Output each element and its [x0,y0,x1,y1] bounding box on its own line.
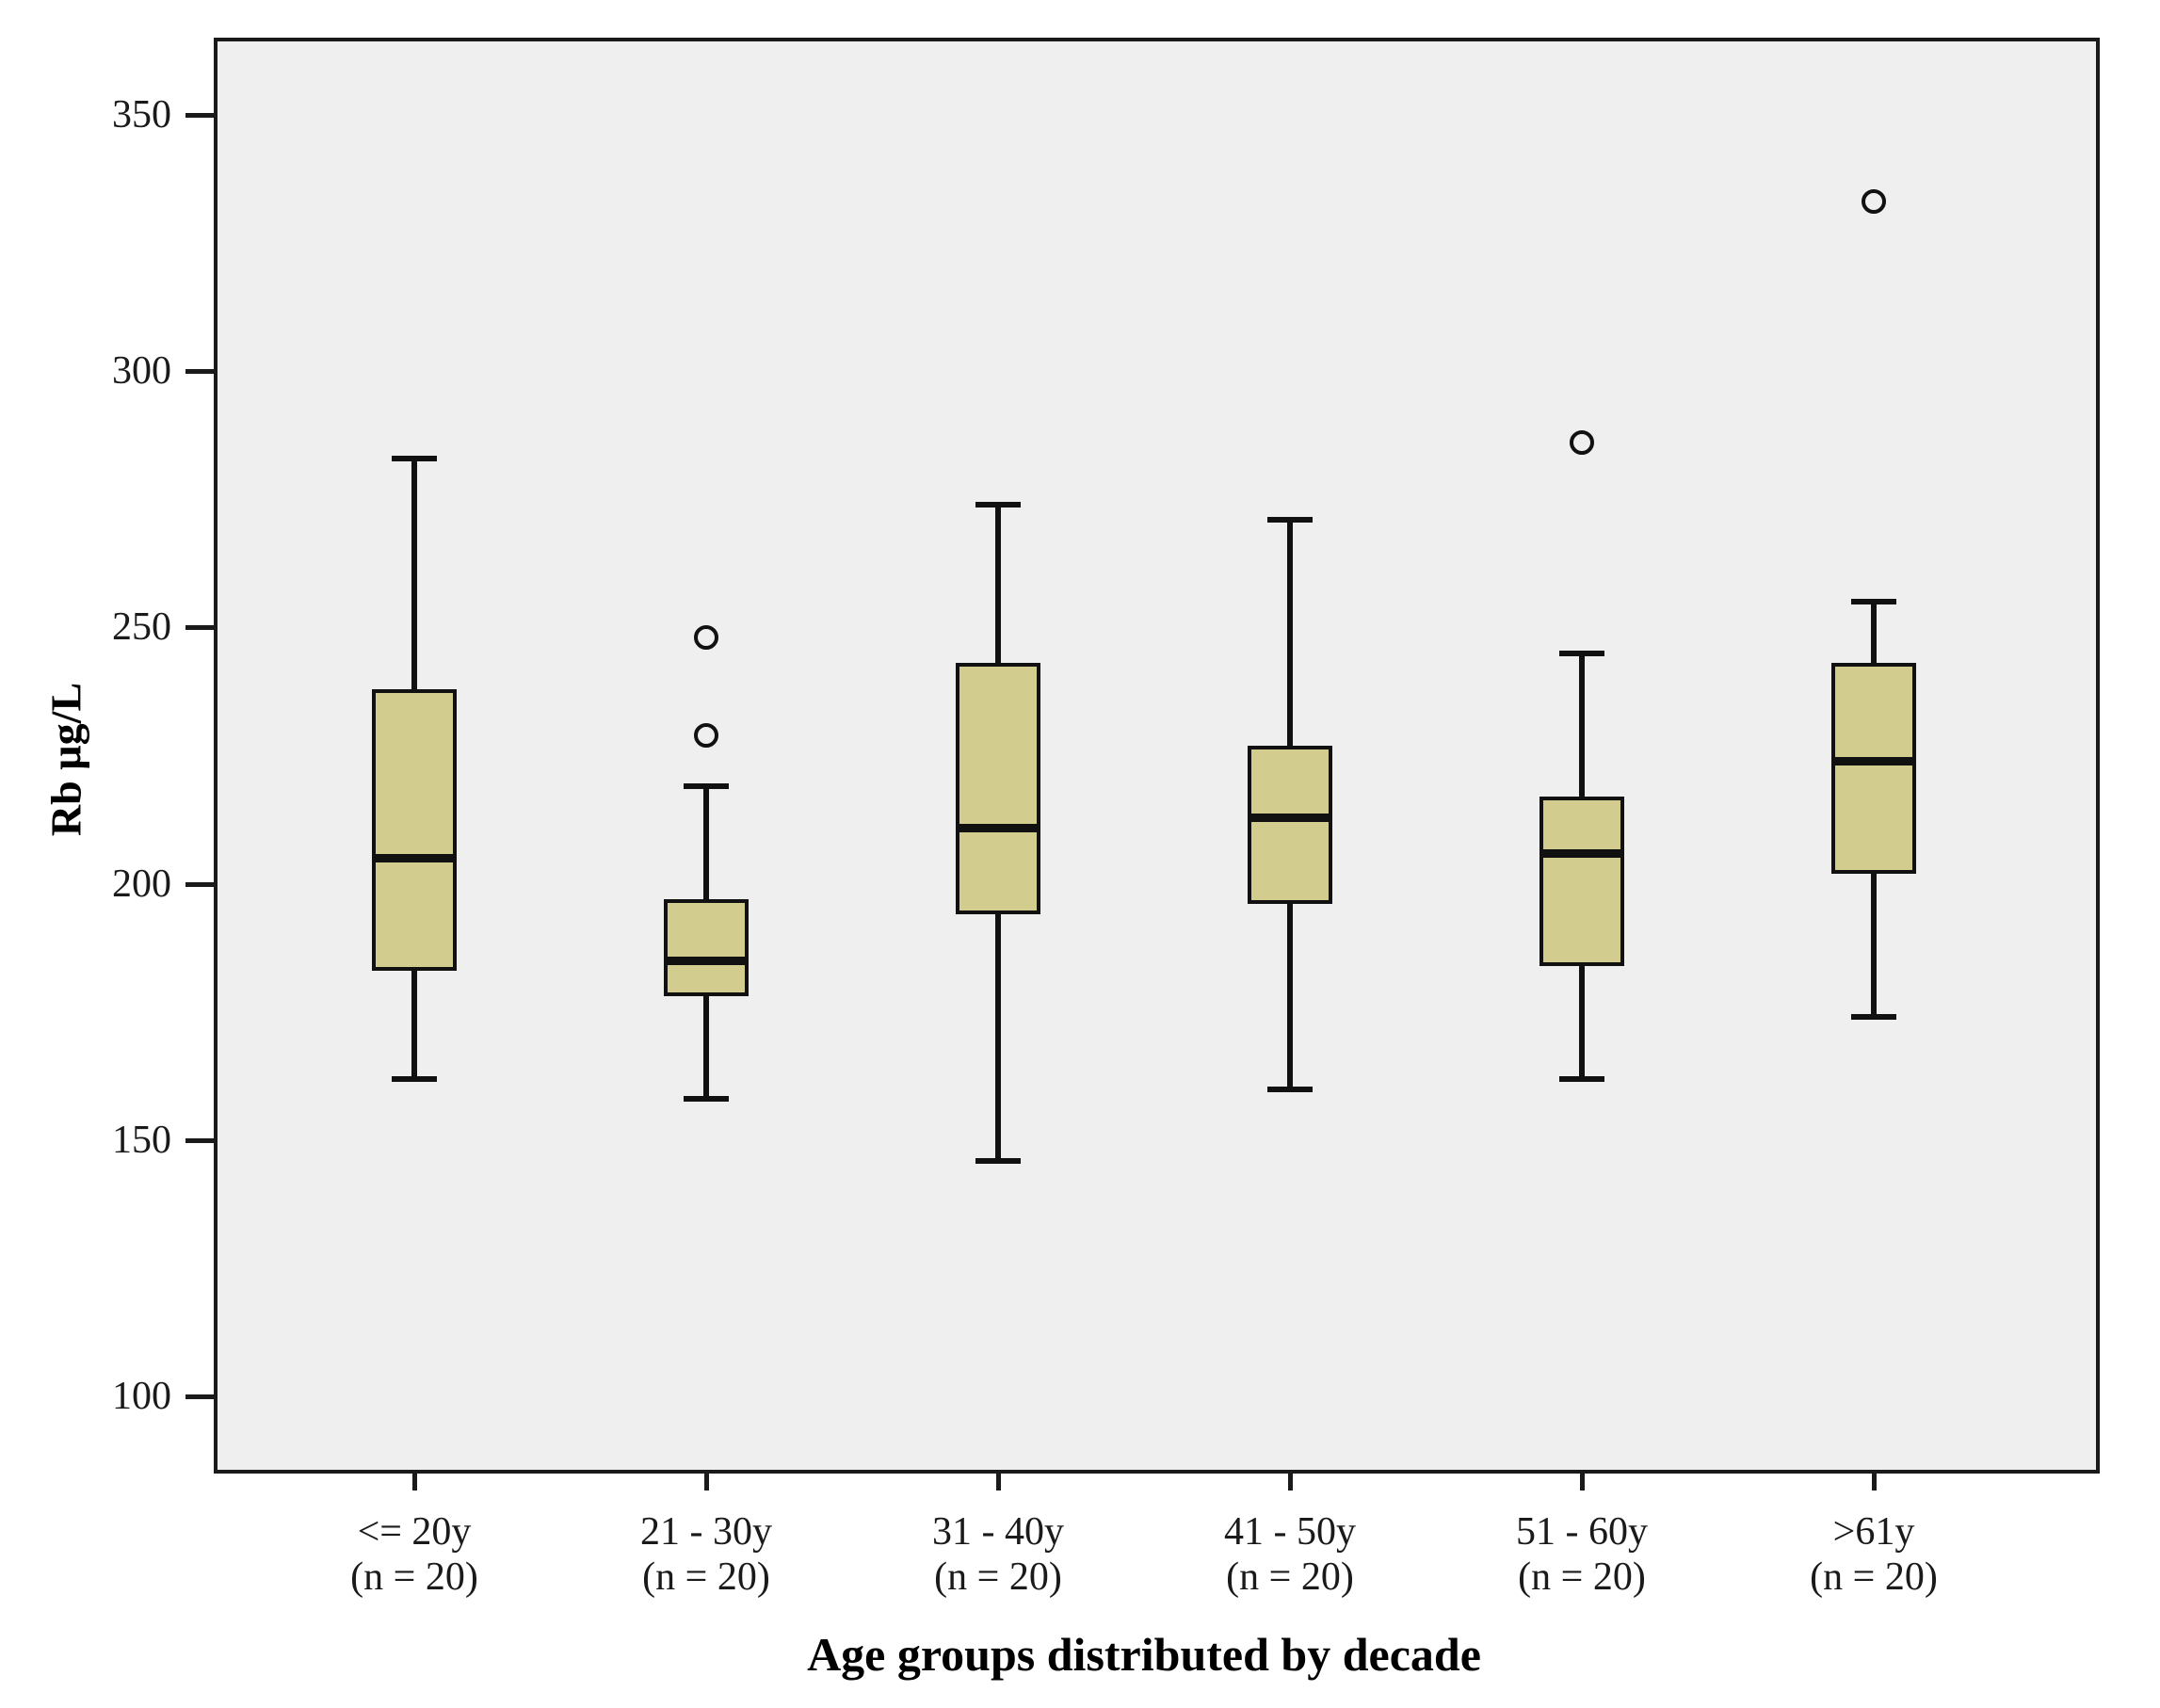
x-tick-mark [1872,1474,1877,1490]
whisker-cap-top [1851,599,1896,605]
y-tick-mark [185,625,214,631]
iqr-box [1831,663,1916,874]
y-tick-mark [185,369,214,375]
x-tick-mark [704,1474,709,1490]
median-line [372,854,457,863]
x-category-range: 21 - 30y [640,1510,772,1554]
iqr-box [1539,797,1624,966]
y-tick-label: 350 [112,92,171,137]
x-category-count: (n = 20) [642,1555,770,1599]
y-tick-label: 200 [112,862,171,906]
x-category-count: (n = 20) [934,1555,1062,1599]
x-category-range: 31 - 40y [932,1510,1064,1554]
median-line [1831,756,1916,765]
x-axis-title: Age groups distributed by decade [807,1628,1481,1681]
iqr-box [956,663,1040,915]
median-line [1248,813,1332,822]
x-category-label: >61y (n = 20) [1723,1509,2024,1600]
x-category-label: 21 - 30y (n = 20) [556,1509,857,1600]
whisker-cap-bottom [1559,1075,1604,1082]
x-category-label: 31 - 40y (n = 20) [847,1509,1149,1600]
y-tick-label: 150 [112,1118,171,1162]
y-tick-mark [185,1137,214,1143]
whisker-cap-top [684,783,729,790]
x-category-label: 41 - 50y (n = 20) [1139,1509,1441,1600]
x-tick-mark [412,1474,417,1490]
x-category-range: 51 - 60y [1516,1510,1648,1554]
whisker-cap-bottom [392,1075,437,1082]
x-category-range: 41 - 50y [1224,1510,1356,1554]
x-category-count: (n = 20) [350,1555,478,1599]
x-category-count: (n = 20) [1518,1555,1646,1599]
whisker-cap-top [1267,516,1313,523]
whisker-cap-bottom [975,1157,1021,1164]
median-line [1539,848,1624,858]
median-line [956,823,1040,832]
whisker-cap-bottom [1851,1014,1896,1021]
y-tick-label: 250 [112,605,171,650]
outlier-point [694,722,718,748]
x-tick-mark [996,1474,1001,1490]
plot-area [214,38,2100,1474]
y-tick-mark [185,1394,214,1400]
x-category-count: (n = 20) [1810,1555,1938,1599]
x-tick-mark [1288,1474,1293,1490]
whisker-cap-top [392,455,437,461]
iqr-box [1248,745,1332,905]
outlier-point [1862,189,1886,215]
whisker-cap-top [1559,650,1604,656]
y-tick-label: 300 [112,349,171,394]
x-category-count: (n = 20) [1226,1555,1354,1599]
outlier-point [1570,430,1594,456]
iqr-box [664,899,749,997]
outlier-point [694,625,718,651]
y-axis-title: Rb µg/L [41,682,90,837]
whisker-cap-bottom [684,1096,729,1103]
y-tick-mark [185,112,214,118]
y-tick-mark [185,881,214,887]
x-category-label: 51 - 60y (n = 20) [1431,1509,1733,1600]
x-category-range: <= 20y [357,1510,472,1554]
median-line [664,957,749,966]
x-category-label: <= 20y (n = 20) [264,1509,565,1600]
y-tick-label: 100 [112,1375,171,1419]
x-category-range: >61y [1832,1510,1915,1554]
x-tick-mark [1580,1474,1585,1490]
whisker-cap-top [975,501,1021,508]
whisker-cap-bottom [1267,1086,1313,1092]
iqr-box [372,688,457,972]
